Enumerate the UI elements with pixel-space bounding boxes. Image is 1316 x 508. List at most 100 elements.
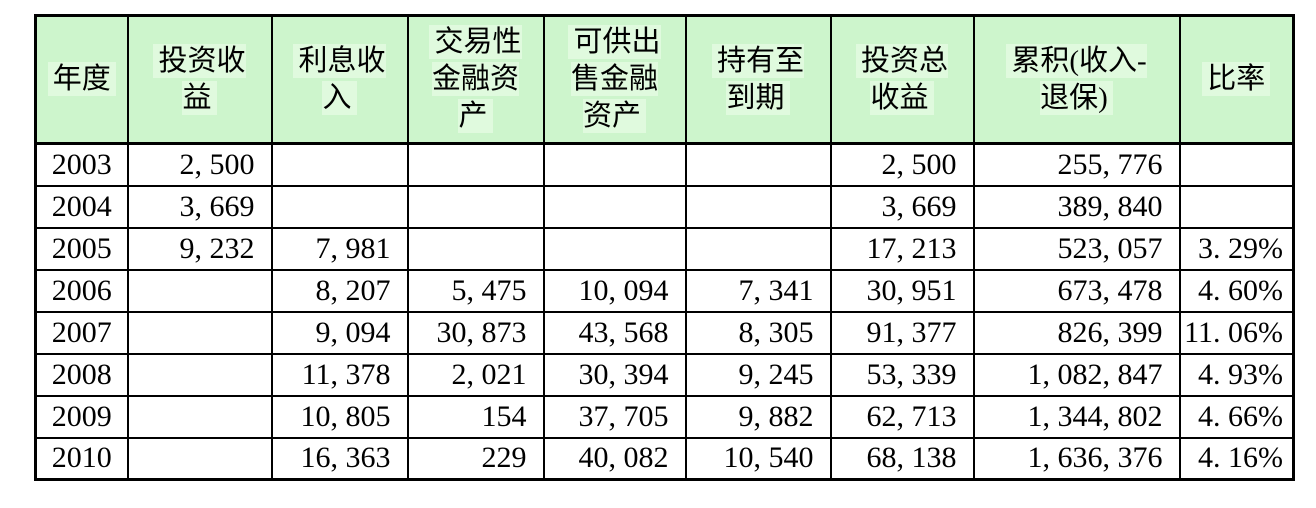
table-cell [542, 142, 687, 187]
table-row-2010: 2010 16, 363 229 40, 082 10, 540 68, 138… [34, 436, 1295, 481]
col-header-interest-income-label: 利息收 入 [293, 43, 386, 115]
col-header-ratio-label: 比率 [1202, 62, 1271, 96]
table-cell [126, 310, 273, 355]
col-header-year: 年度 [34, 14, 129, 145]
table-cell: 1, 636, 376 [972, 436, 1181, 481]
col-header-cumulative-income-minus-surrender: 累积(收入- 退保) [972, 14, 1181, 145]
table-cell: 43, 568 [542, 310, 687, 355]
table-cell [406, 184, 545, 229]
table-cell: 7, 341 [684, 268, 832, 313]
table-cell [126, 268, 273, 313]
table-cell: 3, 669 [829, 184, 975, 229]
col-header-trading-financial-assets: 交易性 金融资 产 [406, 14, 545, 145]
col-header-trading-financial-assets-label: 交易性 金融资 产 [429, 25, 522, 133]
col-header-available-for-sale-assets-label: 可供出 售金融 资产 [568, 25, 661, 133]
table-cell: 53, 339 [829, 352, 975, 397]
table-cell: 826, 399 [972, 310, 1181, 355]
table-cell: 9, 245 [684, 352, 832, 397]
table-cell: 154 [406, 394, 545, 439]
table-cell: 1, 082, 847 [972, 352, 1181, 397]
table-cell: 16, 363 [270, 436, 409, 481]
cell-year: 2003 [34, 142, 129, 187]
cell-ratio: 4. 16% [1178, 436, 1295, 481]
cell-year: 2009 [34, 394, 129, 439]
col-header-available-for-sale-assets: 可供出 售金融 资产 [542, 14, 687, 145]
table-cell: 9, 882 [684, 394, 832, 439]
table-cell: 255, 776 [972, 142, 1181, 187]
investment-income-table: 年度 投资收 益 利息收 入 交易性 金融资 产 可供出 售金融 资产 持有至 … [34, 14, 1295, 481]
table-cell: 523, 057 [972, 226, 1181, 271]
cell-ratio: 4. 60% [1178, 268, 1295, 313]
table-cell: 5, 475 [406, 268, 545, 313]
col-header-total-investment-income-label: 投资总 收益 [855, 43, 948, 115]
table-cell: 8, 207 [270, 268, 409, 313]
cell-ratio: 4. 93% [1178, 352, 1295, 397]
table-cell [126, 436, 273, 481]
col-header-year-label: 年度 [47, 62, 116, 96]
header-row: 年度 投资收 益 利息收 入 交易性 金融资 产 可供出 售金融 资产 持有至 … [34, 14, 1295, 145]
table-cell [542, 226, 687, 271]
table-row-2008: 2008 11, 378 2, 021 30, 394 9, 245 53, 3… [34, 352, 1295, 397]
col-header-cumulative-label: 累积(收入- 退保) [1006, 43, 1147, 115]
table-cell [684, 226, 832, 271]
cell-ratio: 4. 66% [1178, 394, 1295, 439]
col-header-total-investment-income: 投资总 收益 [829, 14, 975, 145]
table-cell: 8, 305 [684, 310, 832, 355]
table-cell: 11, 378 [270, 352, 409, 397]
table-cell: 9, 232 [126, 226, 273, 271]
table-cell [126, 394, 273, 439]
table-cell [406, 142, 545, 187]
table-cell [126, 352, 273, 397]
table-cell [270, 142, 409, 187]
col-header-investment-income-label: 投资收 益 [153, 43, 246, 115]
table-cell: 62, 713 [829, 394, 975, 439]
table-cell: 68, 138 [829, 436, 975, 481]
col-header-investment-income: 投资收 益 [126, 14, 273, 145]
table-cell: 17, 213 [829, 226, 975, 271]
table-cell: 10, 094 [542, 268, 687, 313]
table-cell: 673, 478 [972, 268, 1181, 313]
table-row-2003: 2003 2, 500 2, 500 255, 776 [34, 142, 1295, 187]
table-cell: 10, 540 [684, 436, 832, 481]
cell-year: 2004 [34, 184, 129, 229]
table-cell: 2, 500 [829, 142, 975, 187]
table-cell: 37, 705 [542, 394, 687, 439]
col-header-held-to-maturity: 持有至 到期 [684, 14, 832, 145]
cell-year: 2006 [34, 268, 129, 313]
cell-ratio [1178, 184, 1295, 229]
table-cell [684, 184, 832, 229]
table-cell: 7, 981 [270, 226, 409, 271]
table-cell: 389, 840 [972, 184, 1181, 229]
col-header-held-to-maturity-label: 持有至 到期 [711, 43, 804, 115]
table-row-2005: 2005 9, 232 7, 981 17, 213 523, 057 3. 2… [34, 226, 1295, 271]
table-cell: 30, 951 [829, 268, 975, 313]
table-cell: 10, 805 [270, 394, 409, 439]
table-cell: 2, 500 [126, 142, 273, 187]
table-cell: 2, 021 [406, 352, 545, 397]
table-cell: 1, 344, 802 [972, 394, 1181, 439]
table-cell: 30, 873 [406, 310, 545, 355]
table-cell: 30, 394 [542, 352, 687, 397]
table-cell: 91, 377 [829, 310, 975, 355]
cell-ratio: 3. 29% [1178, 226, 1295, 271]
table-cell: 3, 669 [126, 184, 273, 229]
cell-ratio: 11. 06% [1178, 310, 1295, 355]
table-row-2007: 2007 9, 094 30, 873 43, 568 8, 305 91, 3… [34, 310, 1295, 355]
table-cell: 229 [406, 436, 545, 481]
table-row-2006: 2006 8, 207 5, 475 10, 094 7, 341 30, 95… [34, 268, 1295, 313]
table-cell: 9, 094 [270, 310, 409, 355]
table-row-2009: 2009 10, 805 154 37, 705 9, 882 62, 713 … [34, 394, 1295, 439]
col-header-ratio: 比率 [1178, 14, 1295, 145]
cell-ratio [1178, 142, 1295, 187]
cell-year: 2010 [34, 436, 129, 481]
cell-year: 2007 [34, 310, 129, 355]
col-header-interest-income: 利息收 入 [270, 14, 409, 145]
table-cell: 40, 082 [542, 436, 687, 481]
table-cell [542, 184, 687, 229]
cell-year: 2005 [34, 226, 129, 271]
cell-year: 2008 [34, 352, 129, 397]
table-row-2004: 2004 3, 669 3, 669 389, 840 [34, 184, 1295, 229]
table-cell [270, 184, 409, 229]
table-cell [684, 142, 832, 187]
